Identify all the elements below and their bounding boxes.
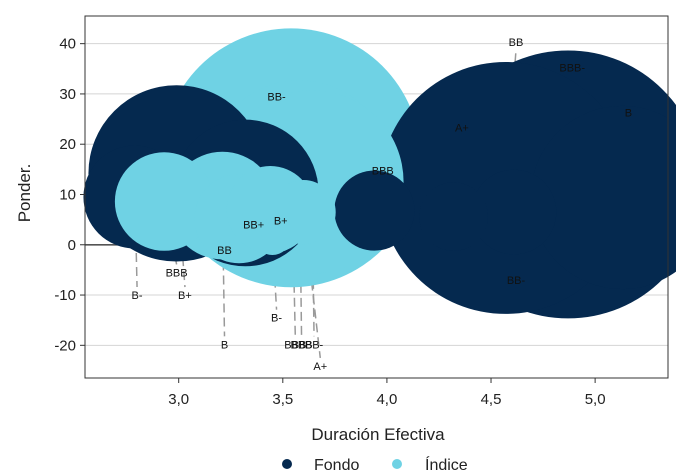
x-axis-ticks: 3,0 3,5 4,0 4,5 5,0 [168, 378, 606, 408]
bubble [334, 170, 415, 251]
y-tick-label: 30 [59, 86, 76, 103]
x-tick-label: 3,0 [168, 391, 189, 408]
plot-frame [84, 15, 669, 379]
legend-swatch-fondo [282, 459, 292, 469]
rating-label: BBB [291, 339, 313, 351]
bubble [530, 105, 676, 290]
rating-label: B- [271, 313, 282, 325]
rating-label: BB- [305, 339, 324, 351]
x-tick-label: 5,0 [585, 391, 606, 408]
x-axis-title: Duración Efectiva [311, 425, 445, 444]
legend-swatch-indice [392, 459, 402, 469]
bubble [419, 182, 488, 251]
x-tick-label: 4,0 [376, 391, 397, 408]
y-tick-label: 0 [68, 237, 76, 254]
y-tick-label: 20 [59, 136, 76, 153]
bubble-layer [83, 28, 676, 319]
x-tick-label: 3,5 [272, 391, 293, 408]
rating-label: BB- [267, 91, 286, 103]
rating-label: B+ [274, 216, 288, 228]
y-tick-label: 10 [59, 186, 76, 203]
rating-label: BBB [372, 165, 394, 177]
rating-label: B [221, 339, 228, 351]
rating-label: B- [132, 290, 143, 302]
y-tick-label: -20 [54, 337, 76, 354]
rating-label: B+ [178, 290, 192, 302]
rating-label: BBB [166, 267, 188, 279]
y-axis-title: Ponder. [15, 164, 34, 223]
bubble [114, 152, 214, 251]
rating-label: A+ [455, 123, 469, 135]
legend-label-indice: Índice [425, 455, 468, 474]
rating-labels: BBB-BBBBBBBBBBB-B+BB+BB-BBBBBBB-BB-BBBA+… [132, 37, 633, 373]
x-tick-label: 4,5 [481, 391, 502, 408]
legend-label-fondo: Fondo [314, 457, 359, 474]
rating-label: BB [509, 37, 524, 49]
rating-label: BB [217, 245, 232, 257]
y-axis-ticks: -20 -10 0 10 20 30 40 [54, 36, 85, 354]
rating-label: BBB- [559, 62, 585, 74]
rating-label: BBB [284, 339, 306, 351]
bubble [471, 169, 557, 255]
legend: Fondo Índice [282, 455, 468, 474]
rating-label: BB+ [243, 220, 264, 232]
rating-label: B [625, 108, 632, 120]
y-tick-label: 40 [59, 36, 76, 53]
y-tick-label: -10 [54, 287, 76, 304]
bubble [261, 217, 296, 252]
rating-label: BB- [507, 275, 526, 287]
rating-label: A+ [313, 361, 327, 373]
